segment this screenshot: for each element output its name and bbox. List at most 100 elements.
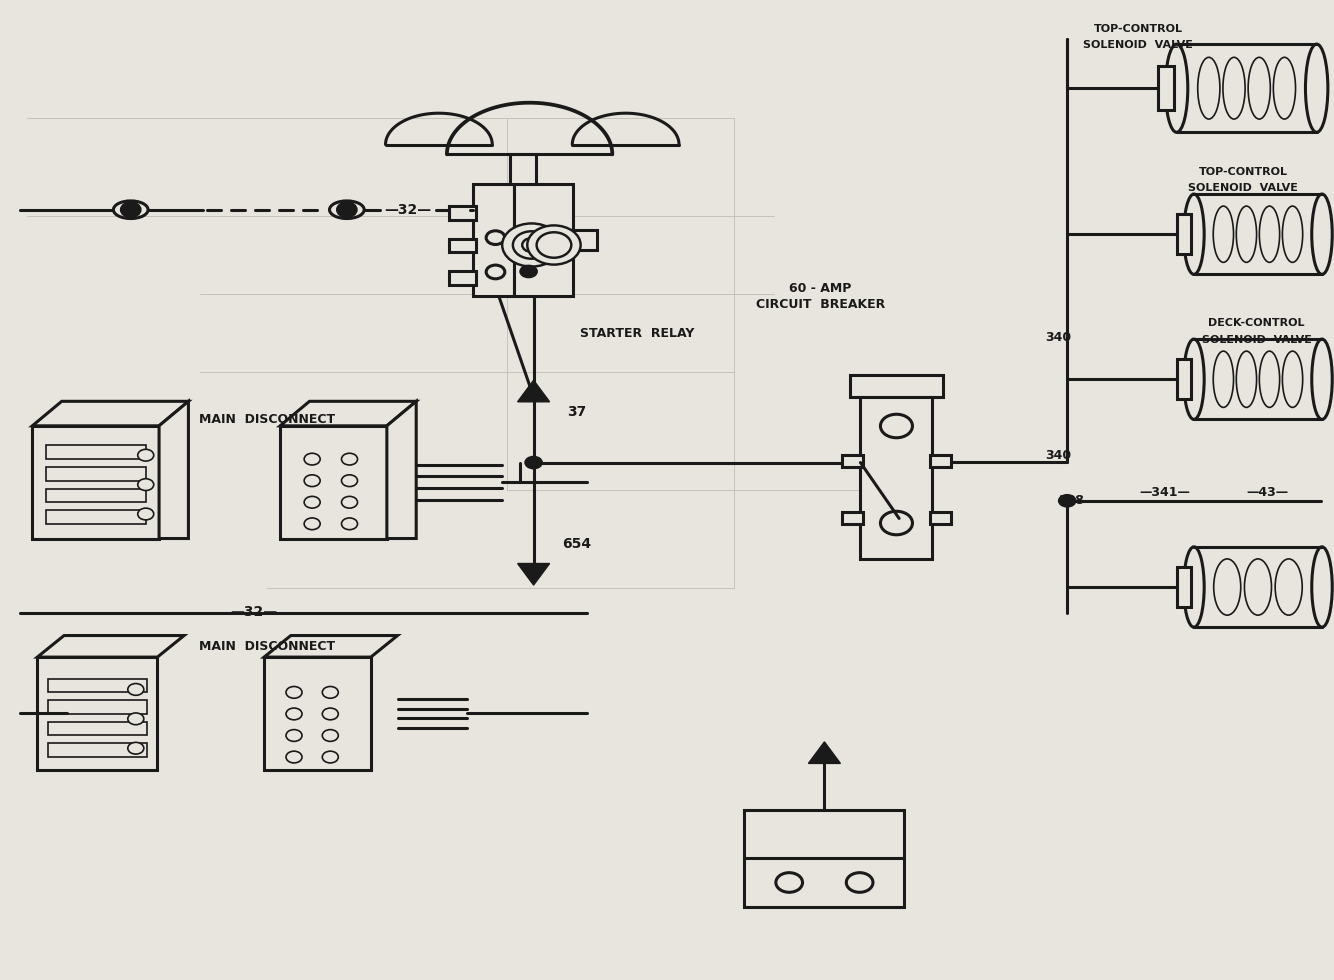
Text: MAIN  DISCONNECT: MAIN DISCONNECT <box>199 413 335 426</box>
Text: CIRCUIT  BREAKER: CIRCUIT BREAKER <box>756 298 884 312</box>
Bar <box>45 445 145 459</box>
Circle shape <box>137 478 153 490</box>
Bar <box>450 238 476 252</box>
Bar <box>32 425 159 539</box>
Ellipse shape <box>1183 194 1205 274</box>
Circle shape <box>880 415 912 438</box>
Ellipse shape <box>1223 57 1245 119</box>
Bar <box>450 206 476 220</box>
Polygon shape <box>518 564 550 585</box>
Text: DECK-CONTROL: DECK-CONTROL <box>1209 318 1305 328</box>
Circle shape <box>304 517 320 529</box>
Circle shape <box>323 751 339 762</box>
Circle shape <box>285 729 301 741</box>
Bar <box>474 184 514 296</box>
Circle shape <box>342 474 358 486</box>
Ellipse shape <box>1306 44 1327 132</box>
Ellipse shape <box>1311 339 1333 419</box>
Polygon shape <box>159 402 188 539</box>
Circle shape <box>512 231 550 259</box>
Text: 654: 654 <box>562 537 591 551</box>
Circle shape <box>323 686 339 698</box>
Bar <box>842 455 863 467</box>
Text: MAIN  DISCONNECT: MAIN DISCONNECT <box>199 640 335 654</box>
Circle shape <box>502 223 560 267</box>
Bar <box>280 425 387 539</box>
Text: SOLENOID  VALVE: SOLENOID VALVE <box>1083 40 1193 50</box>
Ellipse shape <box>1249 57 1270 119</box>
Ellipse shape <box>1213 351 1234 408</box>
Bar <box>45 488 145 502</box>
Circle shape <box>486 265 504 279</box>
Circle shape <box>285 686 301 698</box>
Circle shape <box>880 512 912 535</box>
Bar <box>45 510 145 523</box>
Bar <box>1177 360 1191 400</box>
Ellipse shape <box>1237 351 1257 408</box>
Ellipse shape <box>1237 206 1257 263</box>
Circle shape <box>323 729 339 741</box>
Text: TOP-CONTROL: TOP-CONTROL <box>1199 167 1287 176</box>
Text: SOLENOID  VALVE: SOLENOID VALVE <box>1189 183 1298 193</box>
Circle shape <box>304 496 320 508</box>
Circle shape <box>342 496 358 508</box>
Circle shape <box>285 751 301 762</box>
Bar <box>450 270 476 284</box>
Bar <box>572 230 596 250</box>
Ellipse shape <box>1183 547 1205 627</box>
Polygon shape <box>808 742 840 763</box>
Bar <box>48 721 147 735</box>
Text: 37: 37 <box>567 405 586 418</box>
Circle shape <box>128 684 144 696</box>
Text: TOP-CONTROL: TOP-CONTROL <box>1094 24 1182 34</box>
Bar <box>264 658 371 770</box>
Bar <box>930 455 951 467</box>
Ellipse shape <box>1259 351 1279 408</box>
Text: 340: 340 <box>1045 449 1071 463</box>
Bar <box>1177 215 1191 255</box>
Ellipse shape <box>1166 44 1187 132</box>
Text: —32—: —32— <box>384 203 432 217</box>
Bar <box>48 743 147 757</box>
Circle shape <box>137 449 153 461</box>
Circle shape <box>338 203 356 217</box>
Circle shape <box>323 708 339 719</box>
Bar <box>514 184 572 296</box>
Polygon shape <box>387 402 416 539</box>
Bar <box>510 154 536 184</box>
Ellipse shape <box>1183 339 1205 419</box>
Circle shape <box>527 225 580 265</box>
Bar <box>1158 67 1174 111</box>
Circle shape <box>522 238 540 252</box>
Ellipse shape <box>1311 194 1333 274</box>
Ellipse shape <box>1198 57 1219 119</box>
Text: SOLENOID  VALVE: SOLENOID VALVE <box>1202 335 1311 345</box>
Circle shape <box>342 453 358 465</box>
Text: 340: 340 <box>1045 330 1071 344</box>
Text: —43—: —43— <box>1246 486 1289 500</box>
Circle shape <box>342 517 358 529</box>
Circle shape <box>519 265 538 278</box>
Ellipse shape <box>329 201 364 219</box>
Circle shape <box>846 872 872 892</box>
Bar <box>1177 566 1191 607</box>
Ellipse shape <box>1245 559 1271 615</box>
Bar <box>860 397 932 559</box>
Circle shape <box>304 474 320 486</box>
Ellipse shape <box>1311 547 1333 627</box>
Circle shape <box>1058 494 1077 508</box>
Circle shape <box>536 232 571 258</box>
Bar <box>37 658 157 770</box>
Ellipse shape <box>1259 206 1279 263</box>
Ellipse shape <box>1274 57 1295 119</box>
Polygon shape <box>280 402 416 425</box>
Bar <box>850 375 943 397</box>
Text: 338: 338 <box>1058 494 1085 508</box>
Circle shape <box>486 230 504 244</box>
Circle shape <box>137 508 153 519</box>
Text: —341—: —341— <box>1139 486 1190 500</box>
Text: —32—: —32— <box>229 605 277 618</box>
Text: 60 - AMP: 60 - AMP <box>790 281 851 295</box>
Bar <box>48 700 147 713</box>
Polygon shape <box>32 402 188 425</box>
